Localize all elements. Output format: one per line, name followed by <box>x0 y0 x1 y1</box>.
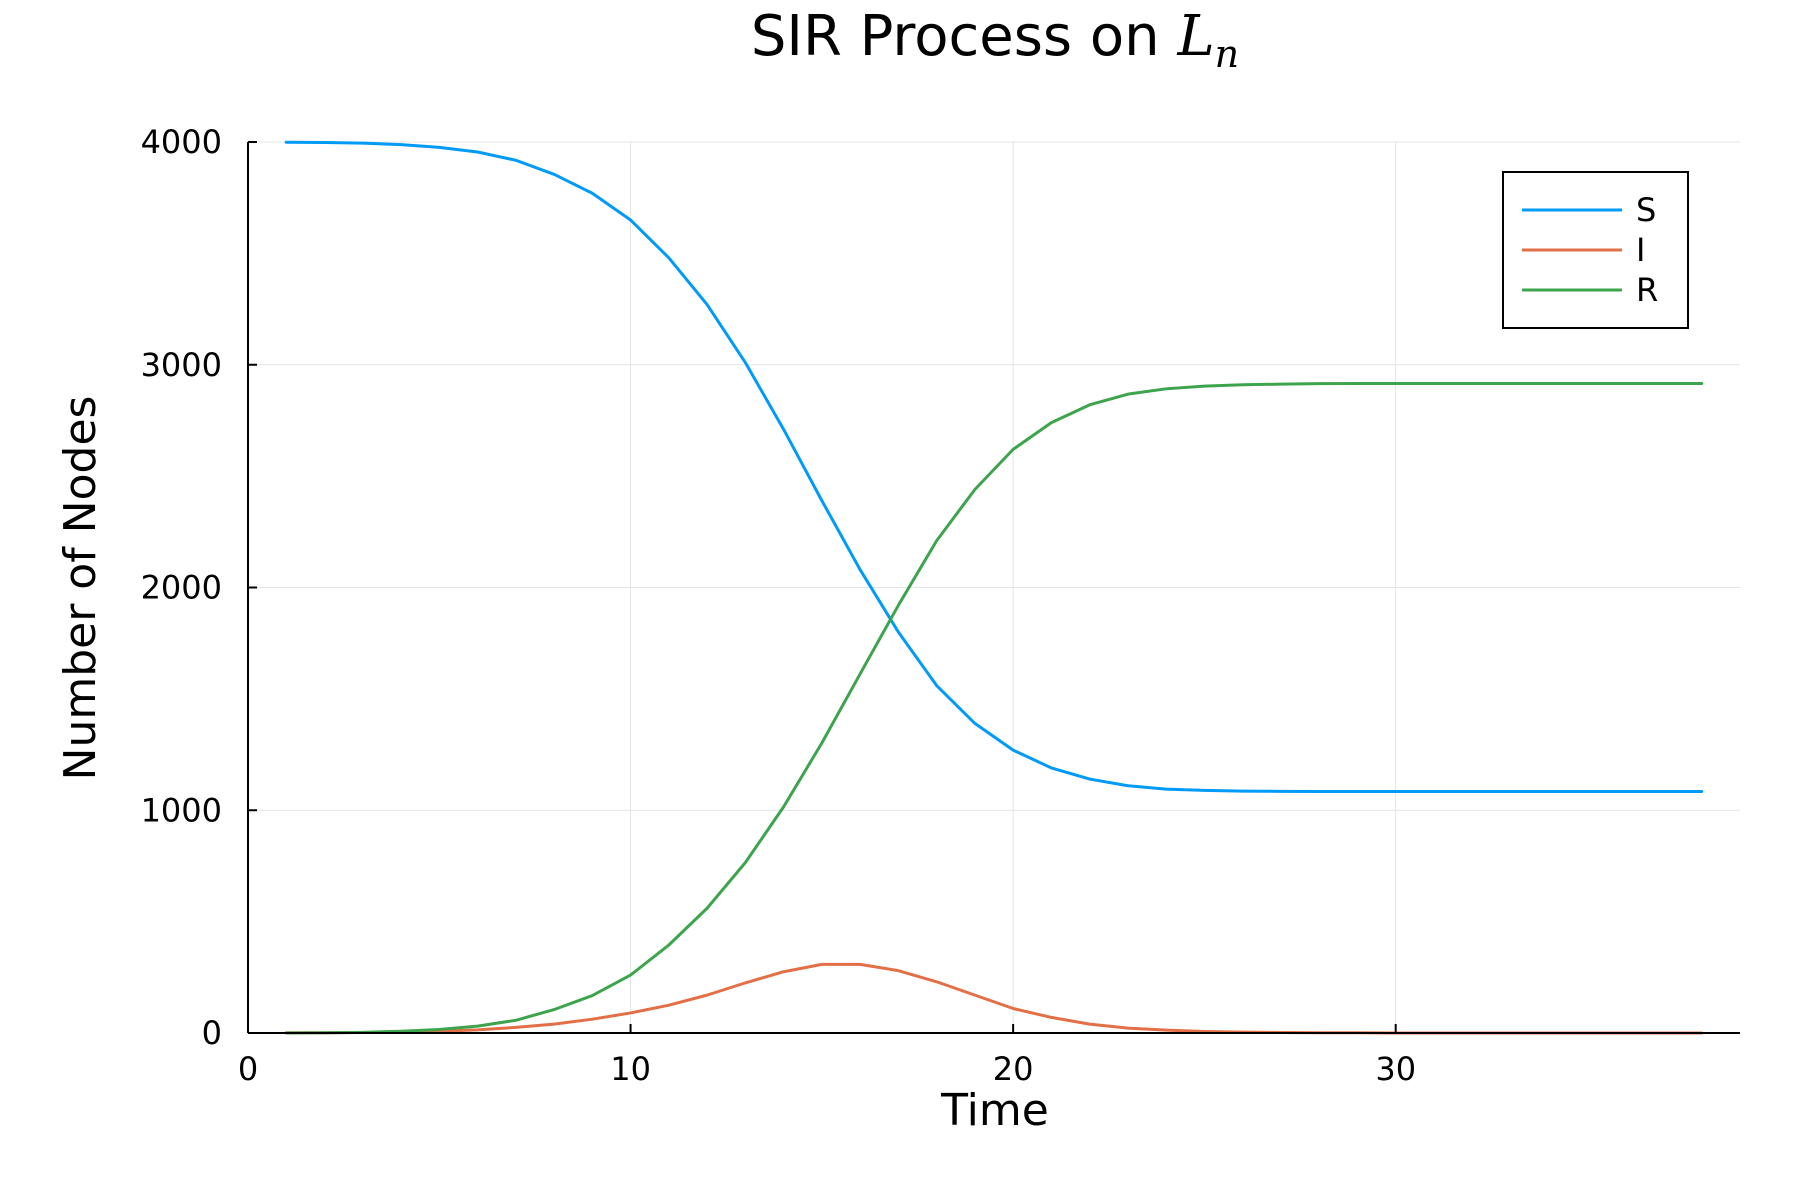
legend-items: SIR <box>1522 191 1658 309</box>
legend-label-s: S <box>1636 191 1656 229</box>
x-tick-label: 10 <box>610 1050 651 1088</box>
chart-title-text: SIR Process on <box>751 4 1178 69</box>
legend: SIR <box>1502 171 1689 329</box>
x-tick-label: 30 <box>1375 1050 1416 1088</box>
tick-labels: 0 10 20 30 0 1000 2000 3000 4000 <box>141 123 1416 1088</box>
series-line-s <box>284 140 1704 794</box>
y-axis-label: Number of Nodes <box>55 396 106 781</box>
axes <box>247 141 1740 1034</box>
legend-label-i: I <box>1636 231 1645 269</box>
chart-title: SIR Process on Ln <box>751 4 1239 76</box>
chart-title-math-sub: n <box>1215 32 1239 76</box>
y-tick-label: 3000 <box>141 346 222 384</box>
y-tick-label: 1000 <box>141 791 222 829</box>
y-tick-label: 2000 <box>141 569 222 607</box>
chart-title-math-main: L <box>1176 4 1214 69</box>
legend-label-r: R <box>1636 271 1658 309</box>
y-tick-label: 0 <box>202 1014 222 1052</box>
x-tick-label: 0 <box>238 1050 258 1088</box>
x-tick-label: 20 <box>993 1050 1034 1088</box>
x-axis-label: Time <box>940 1085 1049 1136</box>
y-tick-label: 4000 <box>141 123 222 161</box>
series-line-r <box>284 381 1704 1035</box>
